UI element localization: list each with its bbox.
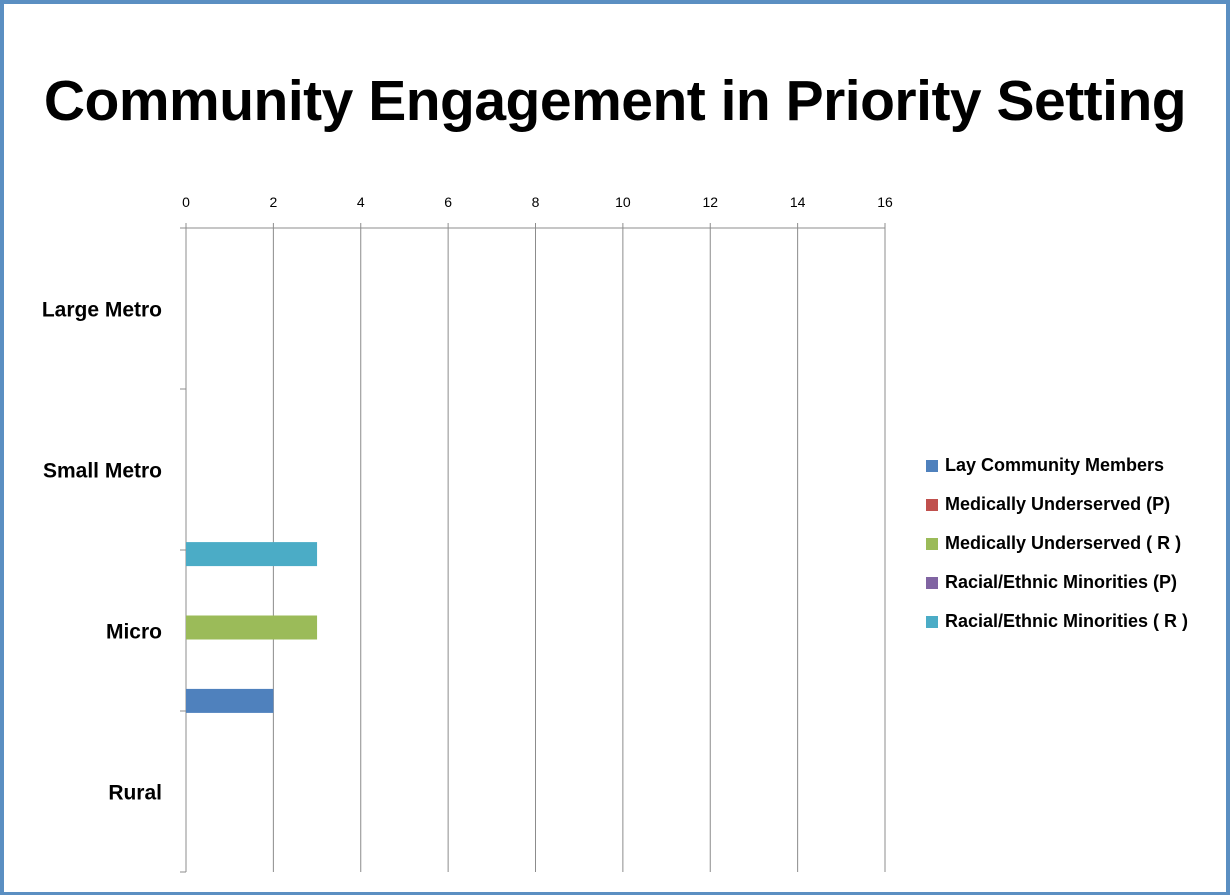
legend-label: Racial/Ethnic Minorities (P) bbox=[945, 572, 1178, 592]
chart-title: Community Engagement in Priority Setting bbox=[43, 69, 1187, 133]
x-tick-label: 14 bbox=[790, 194, 806, 210]
legend-item: Lay Community Members bbox=[926, 446, 1188, 485]
legend-swatch bbox=[926, 537, 938, 550]
bar bbox=[186, 542, 318, 567]
x-tick-label: 10 bbox=[615, 194, 631, 210]
x-tick-label: 0 bbox=[182, 194, 190, 210]
x-tick-label: 12 bbox=[702, 194, 718, 210]
category-label: Rural bbox=[108, 782, 162, 805]
legend-item: Medically Underserved (P) bbox=[926, 485, 1188, 524]
legend-swatch bbox=[926, 615, 938, 628]
legend-label: Racial/Ethnic Minorities ( R ) bbox=[945, 611, 1189, 631]
legend-swatch bbox=[926, 459, 938, 472]
legend-swatch bbox=[926, 498, 938, 511]
chart-legend: Lay Community Members Medically Underserv… bbox=[926, 446, 1188, 641]
x-tick-label: 8 bbox=[532, 194, 540, 210]
bar bbox=[186, 615, 318, 640]
legend-item: Medically Underserved ( R ) bbox=[926, 524, 1188, 563]
legend-item: Racial/Ethnic Minorities ( R ) bbox=[926, 602, 1188, 641]
category-label: Micro bbox=[106, 621, 162, 644]
category-label: Large Metro bbox=[42, 299, 162, 322]
x-tick-label: 2 bbox=[269, 194, 277, 210]
legend-label: Medically Underserved (P) bbox=[945, 494, 1171, 514]
x-tick-label: 16 bbox=[877, 194, 893, 210]
legend-label: Lay Community Members bbox=[945, 455, 1165, 475]
x-tick-label: 6 bbox=[444, 194, 452, 210]
legend-label: Medically Underserved ( R ) bbox=[945, 533, 1182, 553]
legend-item: Racial/Ethnic Minorities (P) bbox=[926, 563, 1188, 602]
bar bbox=[186, 688, 274, 713]
legend-swatch bbox=[926, 576, 938, 589]
x-tick-label: 4 bbox=[357, 194, 365, 210]
category-label: Small Metro bbox=[43, 460, 162, 483]
